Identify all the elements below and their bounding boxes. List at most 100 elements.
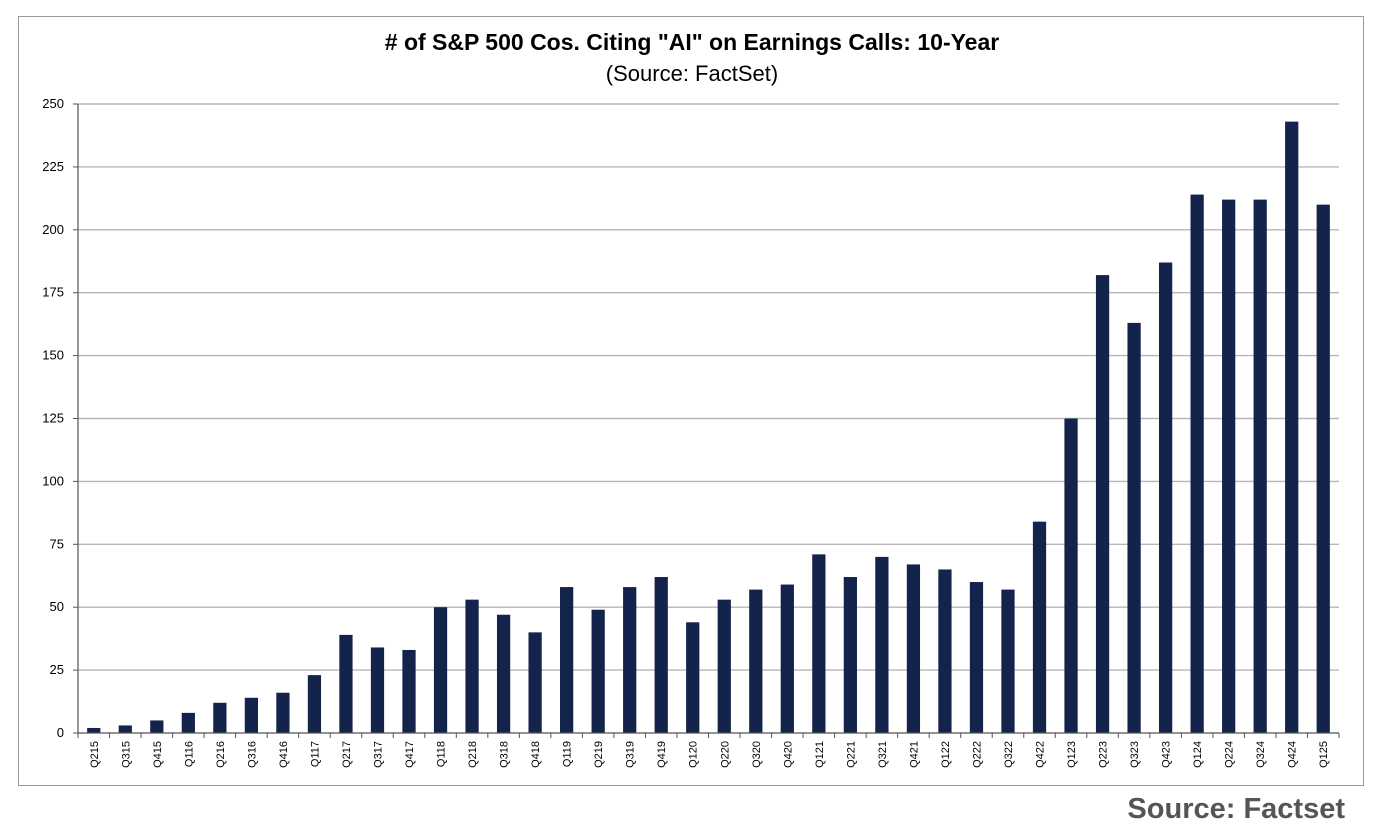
bar-Q215 (87, 727, 101, 733)
x-tick-label-Q224: Q224 (1224, 741, 1236, 768)
y-tick-label-225: 225 (42, 159, 64, 174)
x-tick-label-Q125: Q125 (1318, 741, 1330, 768)
x-tick-label-Q119: Q119 (562, 741, 574, 767)
bar-Q316 (244, 697, 259, 733)
x-tick-label-Q122: Q122 (940, 741, 952, 768)
bar-Q322 (1001, 589, 1015, 733)
x-tick-label-Q217: Q217 (341, 741, 353, 768)
x-tick-label-Q220: Q220 (719, 741, 731, 768)
bar-Q220 (717, 599, 731, 733)
bar-Q218 (465, 599, 479, 733)
bar-Q419 (654, 577, 668, 733)
x-tick-label-Q321: Q321 (877, 741, 889, 768)
x-tick-label-Q324: Q324 (1255, 741, 1267, 768)
x-tick-label-Q223: Q223 (1098, 741, 1110, 768)
x-tick-label-Q222: Q222 (971, 741, 983, 768)
bar-Q416 (276, 692, 290, 733)
bar-Q422 (1032, 521, 1047, 733)
y-tick-label-75: 75 (50, 536, 64, 551)
chart-subtitle: (Source: FactSet) (606, 61, 778, 86)
axes (73, 103, 1340, 738)
bar-Q116 (181, 712, 195, 733)
bar-Q224 (1222, 199, 1236, 733)
x-axis-ticks: Q215 Q315 Q415 Q116 Q216 Q316 Q416 Q117 Q217 Q317… (89, 741, 1330, 768)
y-tick-label-125: 125 (42, 411, 64, 426)
x-tick-label-Q118: Q118 (436, 741, 448, 767)
x-tick-label-Q120: Q120 (688, 741, 700, 768)
bar-Q323 (1127, 322, 1141, 733)
bar-Q121 (812, 554, 826, 733)
bar-Q221 (843, 577, 857, 733)
bar-Q423 (1158, 262, 1173, 733)
bar-Q124 (1190, 194, 1204, 734)
bar-Q222 (969, 582, 984, 733)
bar-chart: # of S&P 500 Cos. Citing "AI" on Earning… (42, 29, 1340, 768)
y-tick-label-100: 100 (42, 473, 64, 488)
x-tick-label-Q423: Q423 (1161, 741, 1173, 768)
x-tick-label-Q215: Q215 (89, 741, 101, 768)
bar-Q119 (560, 587, 574, 733)
x-tick-label-Q424: Q424 (1287, 741, 1299, 768)
x-tick-label-Q420: Q420 (782, 741, 794, 768)
bar-Q319 (623, 587, 637, 733)
chart-title: # of S&P 500 Cos. Citing "AI" on Earning… (385, 29, 999, 55)
bar-Q118 (433, 607, 448, 733)
bar-Q318 (496, 614, 511, 733)
y-tick-label-175: 175 (42, 285, 64, 300)
x-tick-label-Q219: Q219 (593, 741, 605, 768)
bar-Q324 (1253, 199, 1267, 733)
x-tick-label-Q417: Q417 (404, 741, 416, 768)
bar-Q217 (339, 634, 353, 733)
x-tick-label-Q216: Q216 (215, 741, 227, 768)
x-tick-label-Q116: Q116 (183, 741, 195, 767)
x-tick-label-Q323: Q323 (1129, 741, 1141, 768)
bar-Q418 (528, 632, 542, 733)
bar-Q424 (1285, 121, 1299, 733)
bar-Q123 (1064, 418, 1078, 733)
bar-Q320 (749, 589, 763, 733)
x-tick-label-Q320: Q320 (751, 741, 763, 768)
x-tick-label-Q416: Q416 (278, 741, 290, 768)
x-tick-label-Q121: Q121 (814, 741, 826, 768)
x-tick-label-Q221: Q221 (845, 741, 857, 768)
x-tick-label-Q422: Q422 (1035, 741, 1047, 768)
chart-frame: # of S&P 500 Cos. Citing "AI" on Earning… (18, 16, 1364, 786)
grid-layer (78, 103, 1339, 671)
y-tick-label-250: 250 (42, 96, 64, 111)
bar-Q315 (118, 725, 132, 733)
bar-Q216 (213, 702, 227, 733)
x-tick-label-Q218: Q218 (467, 741, 479, 768)
x-tick-label-Q418: Q418 (530, 741, 542, 768)
bar-Q417 (402, 649, 416, 733)
y-tick-label-0: 0 (57, 725, 64, 740)
bar-Q219 (591, 609, 605, 733)
y-tick-label-50: 50 (50, 599, 64, 614)
bar-Q122 (938, 569, 952, 733)
x-tick-label-Q123: Q123 (1066, 741, 1078, 768)
bar-Q420 (780, 584, 794, 733)
x-tick-label-Q117: Q117 (309, 741, 321, 767)
bar-Q317 (370, 647, 385, 733)
bar-Q125 (1316, 204, 1330, 733)
x-tick-label-Q316: Q316 (246, 741, 258, 768)
bars (87, 121, 1330, 734)
footer-source-label: Source: Factset (1127, 793, 1345, 825)
x-tick-label-Q317: Q317 (372, 741, 384, 768)
y-tick-label-200: 200 (42, 222, 64, 237)
bar-Q120 (686, 622, 700, 733)
x-tick-label-Q322: Q322 (1003, 741, 1015, 768)
bar-Q321 (875, 556, 889, 733)
x-tick-label-Q315: Q315 (120, 741, 132, 768)
y-tick-label-150: 150 (42, 348, 64, 363)
bar-Q421 (906, 564, 921, 733)
bar-Q415 (150, 720, 164, 733)
x-tick-label-Q421: Q421 (908, 741, 920, 768)
bar-Q117 (307, 675, 322, 733)
x-tick-label-Q415: Q415 (152, 741, 164, 768)
x-tick-label-Q319: Q319 (625, 741, 637, 768)
x-tick-label-Q124: Q124 (1192, 741, 1204, 768)
y-tick-label-25: 25 (50, 662, 64, 677)
x-tick-label-Q419: Q419 (656, 741, 668, 768)
bar-Q223 (1095, 275, 1110, 733)
y-axis-ticks: 0 25 50 75 100 125 150 175 200 225 250 (42, 96, 64, 740)
